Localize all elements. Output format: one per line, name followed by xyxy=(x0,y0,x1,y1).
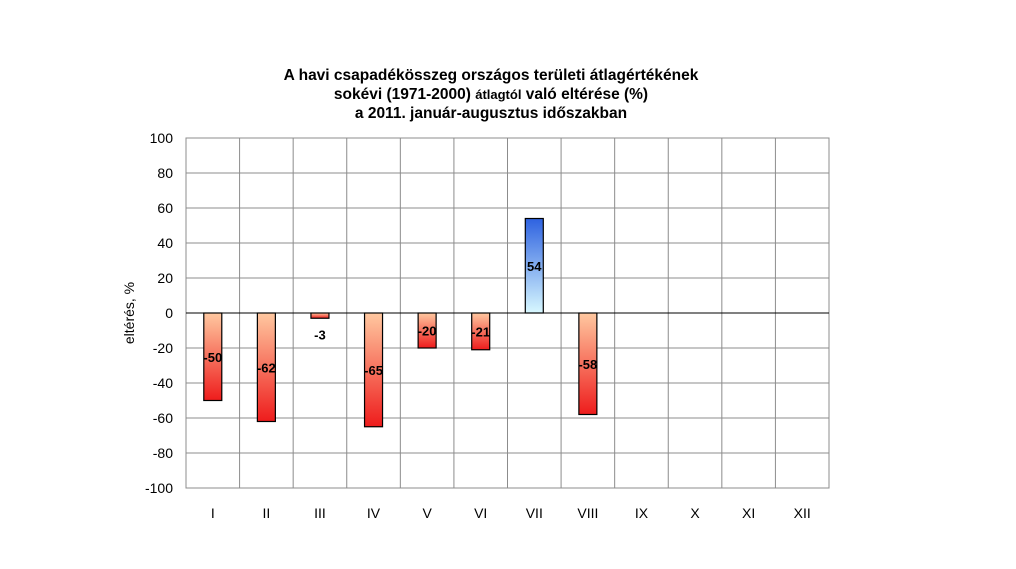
title-line-2: sokévi (1971-2000) átlagtól való eltérés… xyxy=(0,85,982,104)
title-line-2-part-2: átlagtól xyxy=(475,87,522,102)
y-tick-label: -20 xyxy=(153,340,173,356)
x-tick-label: VI xyxy=(474,505,487,521)
x-tick-label: XI xyxy=(742,505,755,521)
data-label: -50 xyxy=(203,350,222,365)
y-tick-label: 20 xyxy=(157,270,173,286)
x-tick-label: IX xyxy=(635,505,649,521)
data-label: -65 xyxy=(364,363,383,378)
chart-title: A havi csapadékösszeg országos területi … xyxy=(0,66,982,123)
y-tick-label: 80 xyxy=(157,165,173,181)
data-label: -58 xyxy=(578,357,597,372)
y-tick-label: -40 xyxy=(153,375,173,391)
x-tick-label: II xyxy=(262,505,270,521)
title-line-3: a 2011. január-augusztus időszakban xyxy=(354,105,628,122)
y-tick-label: 100 xyxy=(150,130,174,146)
y-tick-labels: 100 80 60 40 20 0 -20 -40 -60 -80 -100 xyxy=(145,130,173,496)
y-tick-label: -60 xyxy=(153,410,173,426)
x-tick-label: X xyxy=(690,505,700,521)
data-label: 54 xyxy=(527,259,542,274)
x-tick-label: III xyxy=(314,505,326,521)
grid-lines xyxy=(185,137,830,489)
x-tick-label: I xyxy=(211,505,215,521)
y-tick-label: -80 xyxy=(153,445,173,461)
x-tick-label: XII xyxy=(794,505,811,521)
data-label: -3 xyxy=(314,327,326,342)
y-tick-label: 40 xyxy=(157,235,173,251)
data-label: -62 xyxy=(257,360,276,375)
data-label: -20 xyxy=(418,324,437,339)
title-line-2-part-3: való eltérése (%) xyxy=(521,86,649,103)
x-tick-labels: I II III IV V VI VII VIII IX X XI XII xyxy=(211,505,811,521)
data-label: -21 xyxy=(471,324,490,339)
y-tick-label: 60 xyxy=(157,200,173,216)
bar xyxy=(310,312,330,319)
data-labels: -50 -62 -3 -65 -20 -21 54 -58 xyxy=(203,259,597,378)
y-axis-label: eltérés, % xyxy=(121,282,137,344)
x-tick-label: VIII xyxy=(577,505,598,521)
title-line-2-part-1: sokévi (1971-2000) xyxy=(333,86,476,103)
x-tick-label: VII xyxy=(526,505,543,521)
title-line-1: A havi csapadékösszeg országos területi … xyxy=(283,67,699,84)
y-tick-label: 0 xyxy=(165,305,173,321)
x-tick-label: IV xyxy=(367,505,381,521)
y-tick-label: -100 xyxy=(145,480,173,496)
x-tick-label: V xyxy=(422,505,432,521)
